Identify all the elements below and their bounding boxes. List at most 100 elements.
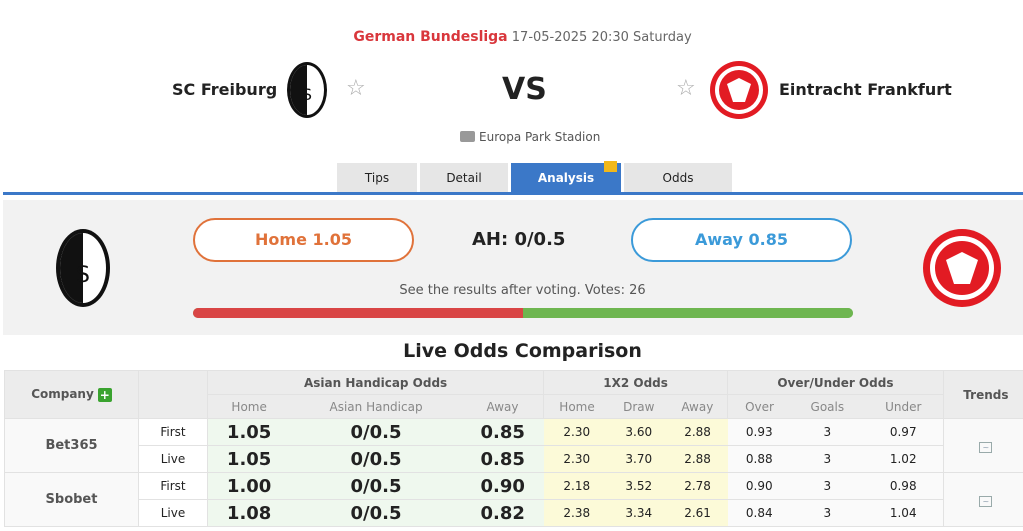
venue-name: Europa Park Stadion bbox=[479, 130, 601, 144]
home-team-name[interactable]: SC Freiburg bbox=[172, 80, 278, 99]
company-name[interactable]: Sbobet bbox=[4, 472, 139, 527]
odds-type: First bbox=[138, 418, 208, 446]
table-row: Bet365 First 1.05 0/0.5 0.85 2.30 3.60 2.88 0.93… bbox=[4, 418, 1023, 473]
svg-text:S: S bbox=[76, 263, 90, 288]
odds-cell[interactable]: 1.02 bbox=[863, 445, 944, 473]
odds-table: Company + Asian Handicap Odds 1X2 Odds Ov… bbox=[4, 370, 1023, 527]
1x2-header: 1X2 Odds bbox=[543, 370, 729, 395]
odds-type: First bbox=[138, 472, 208, 500]
home-team-logo: S bbox=[287, 62, 327, 118]
vote-away-share bbox=[525, 308, 853, 318]
odds-cell[interactable]: 2.38 bbox=[543, 499, 610, 527]
subheader: Goals bbox=[791, 394, 864, 419]
odds-cell[interactable]: 0/0.5 bbox=[290, 499, 462, 527]
odds-cell[interactable]: 1.00 bbox=[207, 472, 291, 500]
odds-cell[interactable]: 0.88 bbox=[727, 445, 792, 473]
odds-type: Live bbox=[138, 445, 208, 473]
vs-label: VS bbox=[502, 72, 547, 107]
odds-cell[interactable]: 0.85 bbox=[461, 445, 544, 473]
venue: Europa Park Stadion bbox=[460, 130, 600, 144]
odds-cell[interactable]: 2.88 bbox=[667, 418, 728, 446]
away-team-logo bbox=[710, 61, 768, 119]
odds-cell[interactable]: 0.97 bbox=[863, 418, 944, 446]
odds-cell[interactable]: 2.30 bbox=[543, 418, 610, 446]
favorite-home-star-icon[interactable]: ☆ bbox=[346, 76, 366, 101]
subheader: Away bbox=[461, 394, 544, 419]
odds-cell[interactable]: 3.34 bbox=[609, 499, 668, 527]
tab-analysis-label: Analysis bbox=[537, 171, 595, 185]
odds-cell[interactable]: 0.85 bbox=[461, 418, 544, 446]
away-team-logo-large bbox=[923, 229, 1001, 307]
trends-header: Trends bbox=[942, 370, 1023, 419]
subheader: Away bbox=[667, 394, 728, 419]
odds-cell[interactable]: 3.70 bbox=[609, 445, 668, 473]
vote-note: See the results after voting. Votes: 26 bbox=[399, 283, 646, 298]
odds-cell[interactable]: 2.18 bbox=[543, 472, 610, 500]
tab-odds[interactable]: Odds bbox=[624, 163, 732, 193]
odds-cell[interactable]: 1.05 bbox=[207, 445, 291, 473]
odds-cell[interactable]: 0.84 bbox=[727, 499, 792, 527]
tab-underline bbox=[3, 192, 1023, 195]
table-row: Sbobet First 1.00 0/0.5 0.90 2.18 3.52 2.78 0.90… bbox=[4, 472, 1023, 527]
odds-cell[interactable]: 0.98 bbox=[863, 472, 944, 500]
odds-cell[interactable]: 0.90 bbox=[461, 472, 544, 500]
asian-handicap-line: AH: 0/0.5 bbox=[472, 229, 566, 250]
match-datetime: 17-05-2025 20:30 Saturday bbox=[511, 30, 692, 45]
company-name[interactable]: Bet365 bbox=[4, 418, 139, 473]
stadium-icon bbox=[460, 131, 475, 142]
company-header: Company + bbox=[4, 370, 139, 419]
vote-result-bar bbox=[193, 308, 853, 318]
home-team-logo-large: S bbox=[56, 229, 110, 307]
trend-chart-icon[interactable]: ~ bbox=[979, 441, 993, 453]
subheader: Home bbox=[543, 394, 610, 419]
odds-cell[interactable]: 3 bbox=[791, 445, 864, 473]
odds-cell[interactable]: 0/0.5 bbox=[290, 418, 462, 446]
vote-away-button[interactable]: Away 0.85 bbox=[631, 218, 852, 262]
odds-cell[interactable]: 0.93 bbox=[727, 418, 792, 446]
odds-cell[interactable]: 3 bbox=[791, 472, 864, 500]
odds-cell[interactable]: 3.60 bbox=[609, 418, 668, 446]
subheader: Draw bbox=[609, 394, 668, 419]
company-header-label: Company bbox=[31, 387, 94, 401]
odds-cell[interactable]: 2.78 bbox=[667, 472, 728, 500]
tab-tips[interactable]: Tips bbox=[337, 163, 417, 193]
subheader: Asian Handicap bbox=[290, 394, 462, 419]
odds-cell[interactable]: 1.05 bbox=[207, 418, 291, 446]
tab-detail[interactable]: Detail bbox=[420, 163, 508, 193]
odds-cell[interactable]: 1.08 bbox=[207, 499, 291, 527]
odds-cell[interactable]: 0.90 bbox=[727, 472, 792, 500]
trends-cell: ~ bbox=[942, 418, 1023, 473]
odds-cell[interactable]: 1.04 bbox=[863, 499, 944, 527]
away-team-name[interactable]: Eintracht Frankfurt bbox=[779, 80, 952, 99]
type-header bbox=[138, 370, 208, 419]
ou-header: Over/Under Odds bbox=[727, 370, 944, 395]
section-title: Live Odds Comparison bbox=[403, 340, 642, 362]
gift-icon bbox=[604, 161, 617, 172]
subheader: Over bbox=[727, 394, 792, 419]
favorite-away-star-icon[interactable]: ☆ bbox=[676, 76, 696, 101]
subheader: Under bbox=[863, 394, 944, 419]
odds-cell[interactable]: 0/0.5 bbox=[290, 472, 462, 500]
svg-text:S: S bbox=[302, 85, 312, 104]
vote-home-share bbox=[193, 308, 523, 318]
odds-cell[interactable]: 2.61 bbox=[667, 499, 728, 527]
trend-chart-icon[interactable]: ~ bbox=[979, 495, 993, 507]
vote-home-button[interactable]: Home 1.05 bbox=[193, 218, 414, 262]
odds-type: Live bbox=[138, 499, 208, 527]
league-name[interactable]: German Bundesliga bbox=[353, 29, 508, 45]
table-row: Live 1.08 0/0.5 0.82 2.38 3.34 2.61 0.84 3 1.04 bbox=[5, 499, 1023, 527]
match-header: German Bundesliga 17-05-2025 20:30 Satur… bbox=[0, 29, 1023, 45]
tab-bar: Tips Detail Analysis Odds bbox=[337, 161, 732, 193]
odds-cell[interactable]: 2.30 bbox=[543, 445, 610, 473]
trends-cell: ~ bbox=[942, 472, 1023, 527]
odds-cell[interactable]: 3 bbox=[791, 418, 864, 446]
odds-cell[interactable]: 2.88 bbox=[667, 445, 728, 473]
plus-icon[interactable]: + bbox=[97, 388, 112, 402]
tab-analysis[interactable]: Analysis bbox=[511, 161, 621, 193]
table-row: Live 1.05 0/0.5 0.85 2.30 3.70 2.88 0.88 3 1.02 bbox=[5, 445, 1023, 473]
odds-cell[interactable]: 3 bbox=[791, 499, 864, 527]
odds-cell[interactable]: 0/0.5 bbox=[290, 445, 462, 473]
odds-cell[interactable]: 3.52 bbox=[609, 472, 668, 500]
ah-header: Asian Handicap Odds bbox=[206, 370, 545, 395]
odds-cell[interactable]: 0.82 bbox=[461, 499, 544, 527]
